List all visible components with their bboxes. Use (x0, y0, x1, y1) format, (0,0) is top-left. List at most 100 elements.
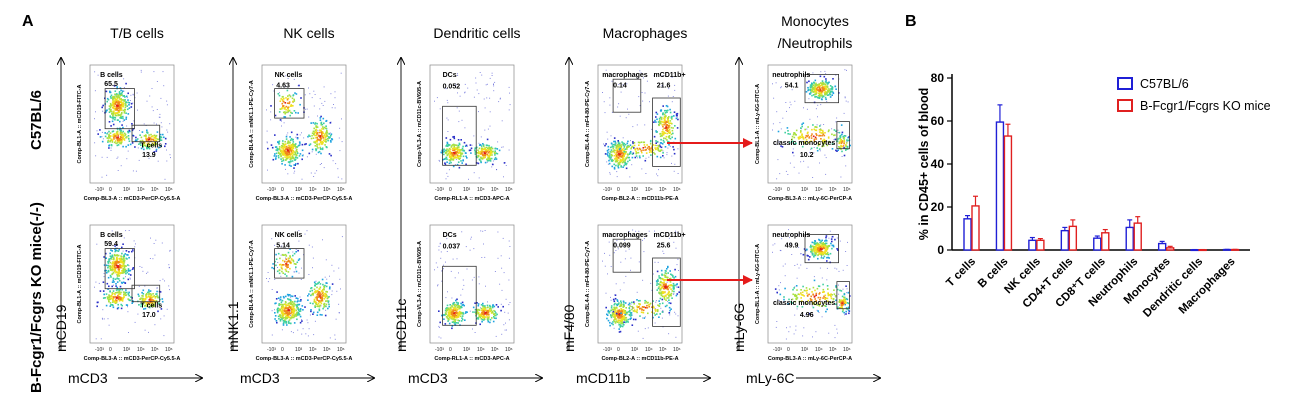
y-axis-parameter: Comp-BL1-A :: mCD19-FITC-A (77, 245, 83, 324)
density-points (602, 69, 679, 178)
tick-label: 10⁴ (137, 187, 145, 193)
plot-tick-labels: -10³ 0 10³ 10⁴ 10⁵ 10⁶ (773, 347, 851, 353)
panel-a-label: A (22, 13, 34, 30)
population-cluster (128, 129, 167, 153)
column-title: Macrophages (603, 25, 688, 41)
gate-box (612, 238, 642, 273)
tick-label: 10⁵ (659, 347, 667, 353)
tick-label: 10³ (631, 347, 639, 353)
x-tick-label: T cells (944, 256, 978, 290)
gate-percentage: 21.6 (657, 82, 671, 89)
plot-tick-labels: -10³ 0 10³ 10⁴ 10⁵ 10⁶ (603, 347, 681, 353)
x-marker-label: mCD3 (240, 370, 280, 386)
gate-percentage: 0.052 (443, 84, 461, 91)
tick-label: 10⁶ (843, 187, 851, 193)
tick-label: 10⁶ (673, 347, 681, 353)
tick-label: 10³ (801, 187, 809, 193)
bar-ko (1101, 232, 1110, 251)
bar-c57bl6 (1028, 239, 1037, 251)
y-tick-label: 0 (937, 243, 944, 257)
bar-c57bl6 (1060, 229, 1070, 251)
tick-label: 10³ (801, 347, 809, 353)
tick-label: -10³ (773, 187, 782, 193)
y-tick-label: 80 (931, 71, 945, 85)
x-tick-label: Macrophages (1177, 256, 1238, 317)
column-title: Dendritic cells (433, 25, 520, 41)
tick-label: 10⁴ (137, 347, 145, 353)
gate-name: mCD11b+ (653, 232, 685, 239)
y-marker-label: mNK1.1 (225, 301, 241, 352)
tick-label: 0 (109, 187, 112, 193)
y-axis-parameter: Comp-BL1-A :: mLy-6G-FITC-A (755, 84, 761, 164)
y-axis-parameter: Comp-BL4-A :: mNK1.1-PE-Cy7-A (249, 80, 255, 168)
gate-box (652, 97, 681, 167)
gate-percentage: 0.14 (613, 82, 627, 89)
flow-cytometry-panels: B cells 65.5 T cells 13.9 -10³ 0 10³ 10⁴ 10⁵ 10⁶ C… (53, 13, 880, 386)
tick-label: 10⁵ (323, 187, 331, 193)
tick-label: 0 (617, 187, 620, 193)
gate-box (104, 248, 135, 290)
population-cluster (440, 135, 472, 169)
gate-name: T cells (140, 303, 162, 310)
gate-percentage: 5.14 (276, 242, 290, 249)
tick-label: 10⁵ (491, 187, 499, 193)
density-points (602, 229, 680, 339)
tick-label: -10³ (603, 187, 612, 193)
gate-box (442, 105, 477, 166)
plot-frame (767, 224, 853, 344)
x-axis-parameter: Comp-BL3-A :: mLy-6C-PerCP-A (768, 356, 852, 362)
plot-tick-labels: -10³ 0 10³ 10⁴ 10⁵ 10⁶ (267, 347, 345, 353)
tick-label: 10³ (631, 187, 639, 193)
population-cluster (97, 126, 137, 149)
tick-label: 10⁴ (645, 187, 653, 193)
y-axis-parameter: Comp-BL1-A :: mLy-6G-FITC-A (755, 244, 761, 324)
gate-box (274, 88, 305, 119)
bar-c57bl6 (1093, 237, 1102, 251)
plot-frame (261, 64, 347, 184)
tick-label: 10⁶ (165, 187, 173, 193)
tick-label: -10³ (95, 347, 104, 353)
gate-percentage: 13.9 (142, 152, 156, 159)
gate-name: DCs (443, 232, 457, 239)
flow-plot-r0-c3: macrophages 0.14 mCD11b+ 21.6 -10³ 0 10³ 10⁴ 10⁵… (585, 64, 686, 202)
tick-label: 10⁴ (309, 347, 317, 353)
tick-label: 10⁶ (337, 347, 345, 353)
x-axis-parameter: Comp-RL1-A :: mCD3-APC-A (434, 356, 509, 362)
tick-label: 0 (281, 187, 284, 193)
flow-plot-r0-c0: B cells 65.5 T cells 13.9 -10³ 0 10³ 10⁴ 10⁵ 10⁶ C… (77, 64, 180, 202)
density-points (772, 229, 851, 340)
tick-label: 10⁵ (829, 187, 837, 193)
x-axis-parameter: Comp-BL2-A :: mCD11b-PE-A (601, 356, 678, 362)
population-cluster (604, 137, 637, 170)
plot-frame (429, 64, 515, 184)
plot-tick-labels: -10³ 0 10³ 10⁴ 10⁵ 10⁶ (95, 347, 173, 353)
gate-box (104, 88, 135, 130)
bar-c57bl6 (995, 121, 1005, 251)
gate-name: classic monocytes (773, 140, 835, 147)
tick-label: 10⁴ (815, 187, 823, 193)
background-events (94, 69, 171, 180)
population-cluster (653, 105, 679, 157)
column-title: NK cells (283, 25, 334, 41)
y-axis-parameter: Comp-BL4-A :: mF4-80-PE-Cy7-A (585, 81, 591, 167)
gate-box (652, 257, 681, 327)
gate-percentage: 49.9 (785, 242, 799, 249)
gate-name: B cells (100, 232, 123, 239)
population-cluster (307, 115, 334, 157)
gate-box (612, 78, 642, 113)
density-points (94, 69, 171, 180)
population-cluster (438, 298, 468, 330)
panel-b-label: B (905, 13, 917, 30)
population-cluster (96, 285, 134, 310)
tick-label: 0 (787, 347, 790, 353)
population-cluster (271, 248, 301, 278)
tick-label: 10⁴ (815, 347, 823, 353)
tick-label: 10⁴ (477, 347, 485, 353)
y-axis-parameter: Comp-BL4-A :: mF4-80-PE-Cy7-A (585, 241, 591, 327)
tick-label: -10³ (267, 187, 276, 193)
gate-box (804, 233, 839, 264)
tick-label: 10³ (123, 187, 131, 193)
y-tick-label: 60 (931, 114, 945, 128)
gate-box (274, 248, 305, 279)
x-marker-label: mLy-6C (746, 370, 795, 386)
